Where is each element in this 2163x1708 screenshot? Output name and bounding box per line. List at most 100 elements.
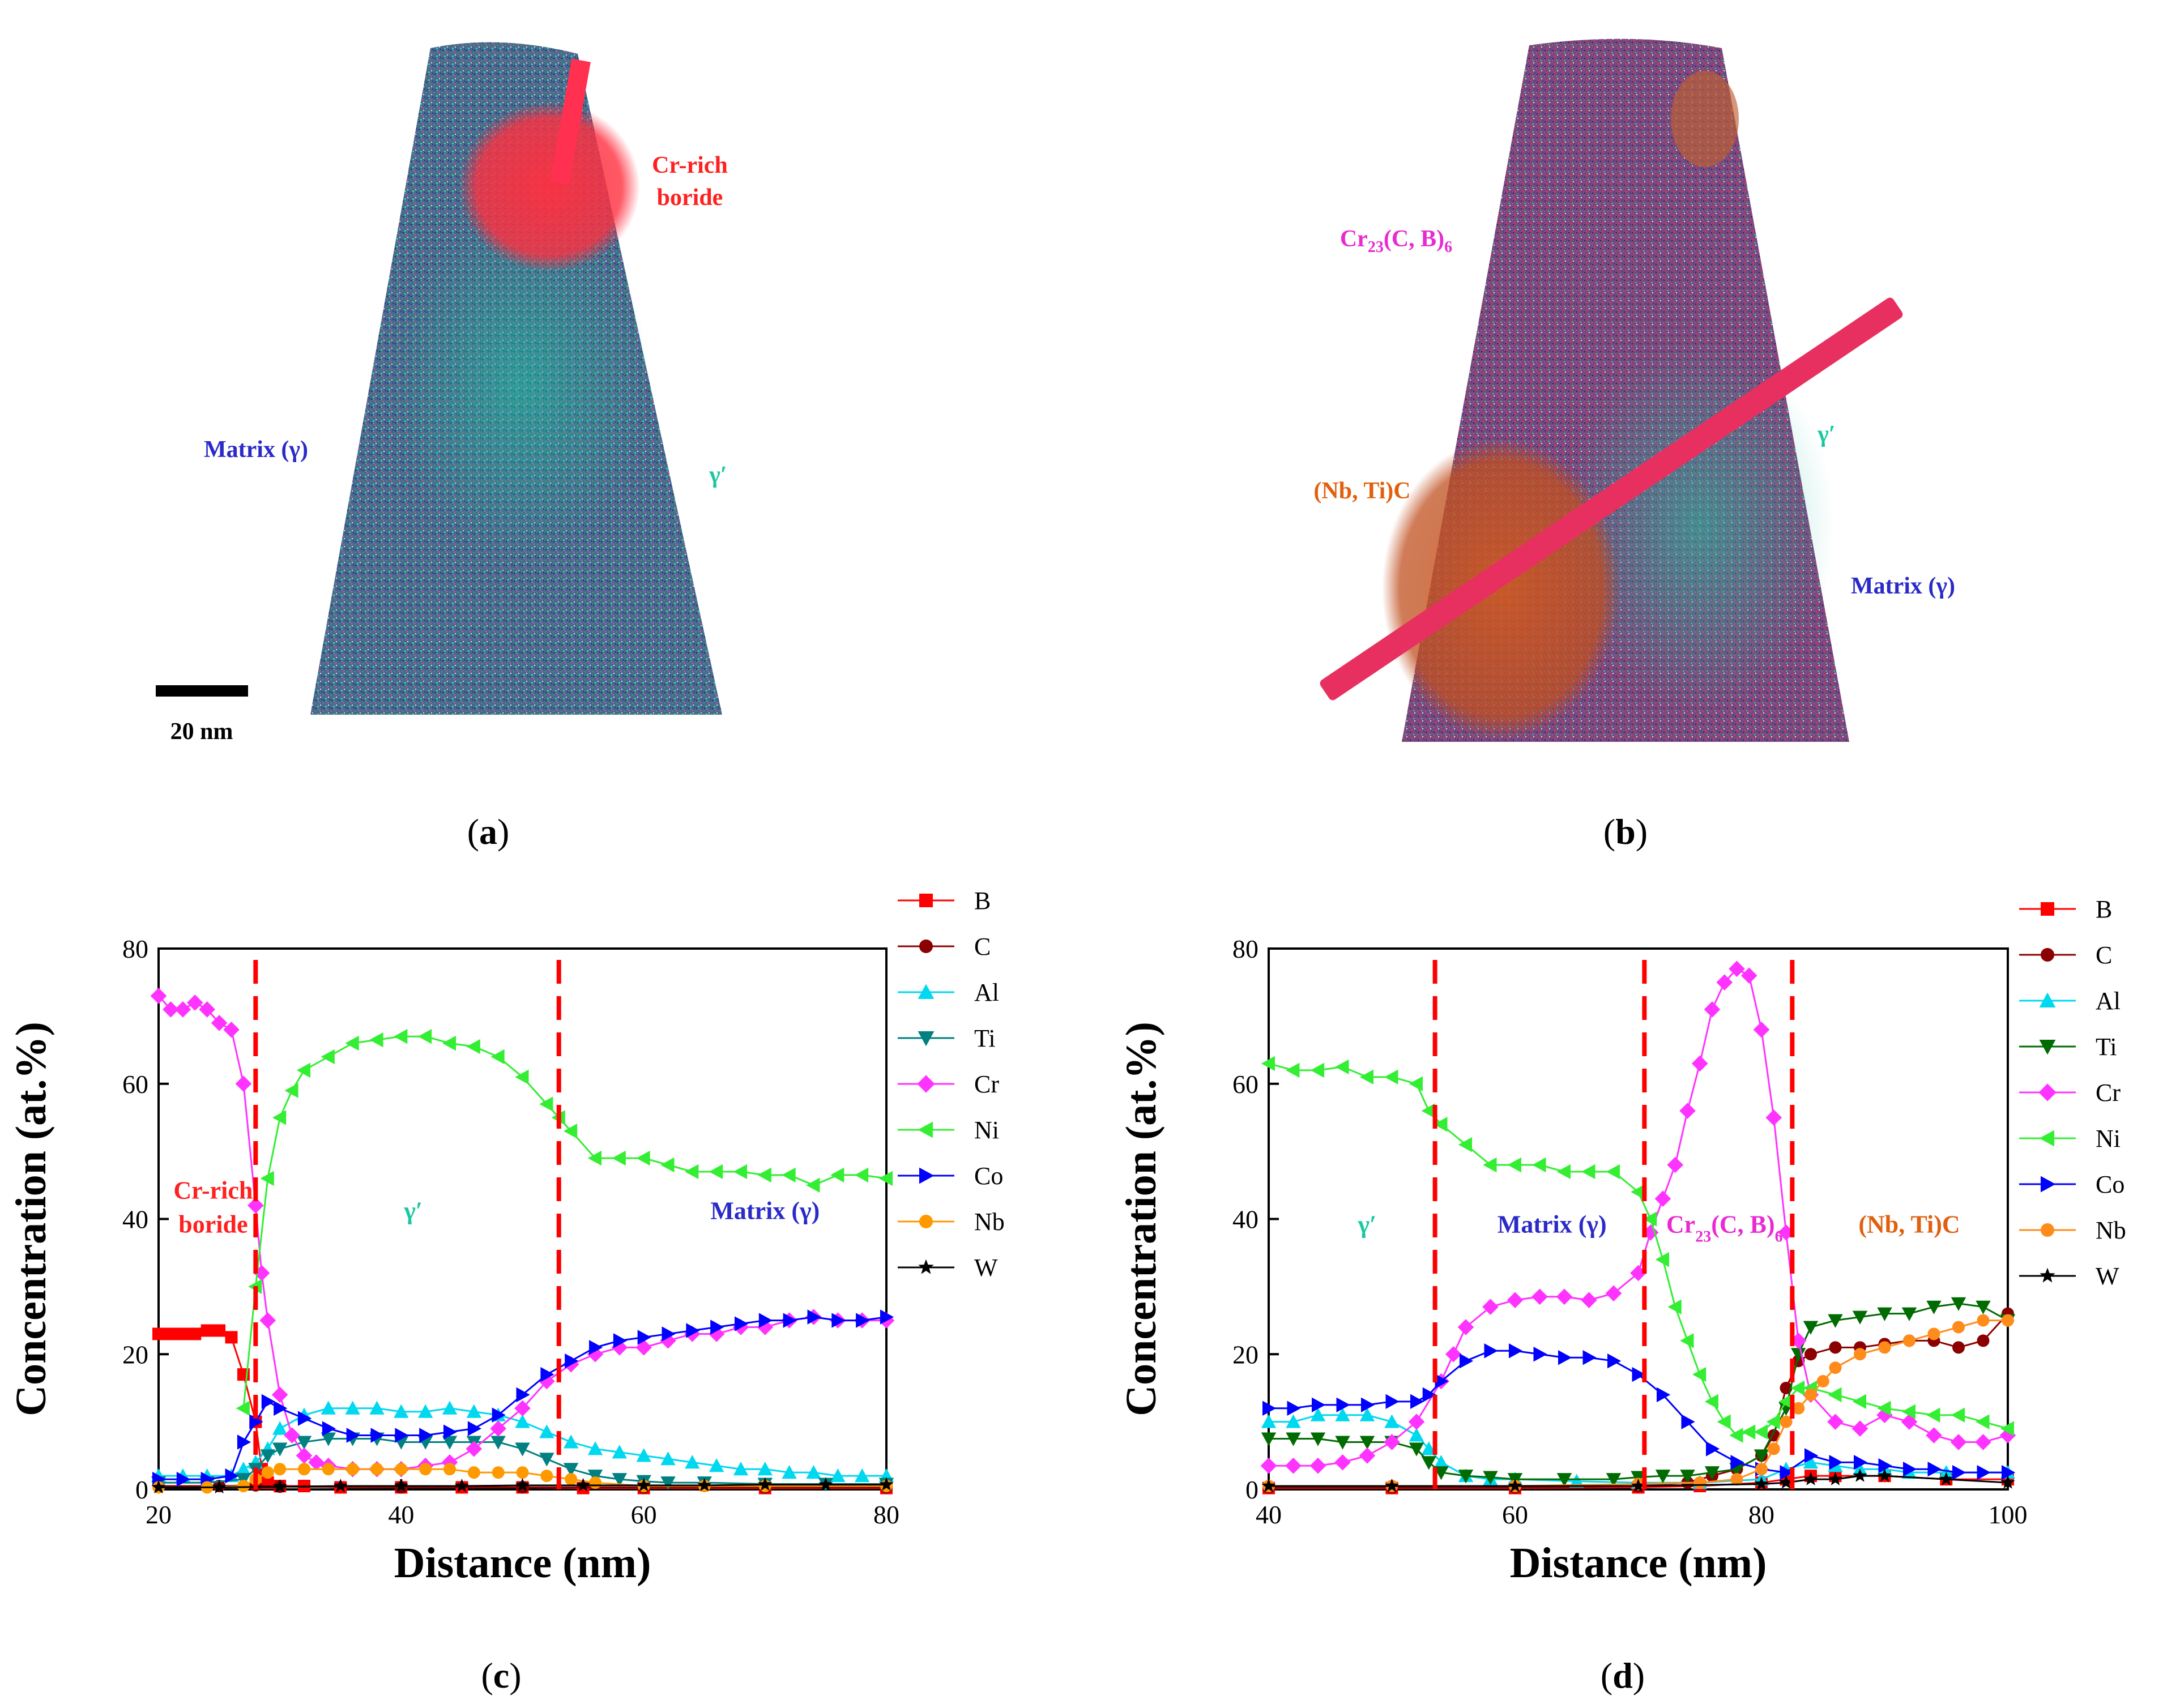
data-point-ti [1951,1297,1966,1311]
legend-item-ni: Ni [2019,1125,2121,1152]
data-point-w [1939,1471,1953,1485]
label-matrix-b: Matrix (γ) [1851,573,1955,599]
y-axis-title: Concentration (at.%) [1117,1022,1165,1416]
data-point-al [369,1400,385,1415]
data-point-ti [442,1436,458,1450]
data-point-ni [757,1167,771,1183]
data-point-co [1804,1448,1819,1463]
legend-label: C [974,933,991,960]
data-point-ti [1926,1300,1942,1314]
data-point-ni [1643,1211,1657,1227]
data-point-b [200,1324,214,1337]
legend-marker [2041,948,2054,962]
data-point-ni [1791,1380,1805,1396]
data-point-co [735,1316,749,1331]
data-point-cr [1667,1156,1684,1173]
data-point-co [1706,1441,1720,1457]
data-point-al [345,1400,360,1415]
panel-label-c: (c) [481,1655,521,1696]
carbide-precipitate [1382,439,1620,739]
series-line-ti [1269,1303,2008,1480]
data-point-ni [369,1032,383,1048]
data-point-ni [296,1062,310,1078]
data-point-al [587,1441,603,1455]
data-point-co [176,1471,191,1487]
series-line-ni [1268,1062,2008,1437]
legend-marker [919,940,933,953]
selection-cylinder-a [550,58,591,185]
data-point-co [637,1330,651,1345]
data-point-w [1384,1478,1400,1492]
data-point-nb [1755,1463,1768,1476]
data-point-ni [490,1049,505,1065]
data-point-ni [1729,1428,1743,1443]
data-point-cr [308,1454,325,1471]
data-point-nb [1878,1341,1891,1354]
data-point-cr [1531,1288,1548,1305]
legend-item-cr: Cr [898,1070,999,1098]
y-tick-label: 40 [1232,1205,1258,1234]
data-point-ni [260,1171,274,1186]
data-point-ni [709,1164,723,1180]
data-point-ni [1951,1407,1965,1423]
data-point-ni [1754,1424,1768,1440]
data-point-al [782,1464,797,1479]
data-point-w [576,1478,591,1492]
data-point-b [189,1327,202,1340]
series-cr [150,988,895,1478]
data-point-ni [1778,1394,1793,1410]
data-point-co [1632,1367,1646,1382]
data-point-ti [1877,1307,1892,1321]
data-point-al [417,1404,433,1418]
data-point-ni [830,1167,844,1183]
legend-item-c: C [898,933,991,960]
data-point-ti [1434,1466,1449,1480]
legend-marker [918,1259,934,1274]
data-point-co [1336,1397,1350,1412]
data-point-ni [284,1083,298,1098]
data-point-ni [466,1039,480,1054]
data-point-nb [1804,1388,1817,1401]
data-point-nb [419,1463,432,1476]
data-point-ti [1458,1470,1474,1484]
panel-label-d: (d) [1601,1655,1645,1696]
data-point-ni [1458,1137,1472,1152]
data-point-ni [1852,1394,1866,1410]
data-point-w [1261,1478,1276,1492]
data-point-ti [515,1442,530,1457]
data-point-cr [1950,1434,1967,1450]
data-point-co [225,1468,239,1484]
region-label: boride [178,1210,248,1238]
legend-item-co: Co [898,1162,1003,1190]
legend-item-b: B [2019,895,2112,923]
data-point-al [854,1468,870,1483]
region-label: (Nb, Ti)C [1858,1210,1960,1238]
data-point-cr [1334,1454,1351,1471]
legend-marker [918,1121,933,1138]
data-point-w [272,1479,287,1493]
data-point-cr [1753,1021,1770,1038]
data-point-ni [2000,1421,2014,1436]
data-point-co [419,1428,433,1443]
data-point-al [272,1421,288,1435]
legend-label: Ti [974,1024,996,1052]
data-point-w [212,1480,227,1494]
data-point-cr [490,1420,506,1437]
data-point-cr [174,1001,191,1018]
legend-label: Ni [2096,1125,2121,1152]
data-point-b [164,1327,177,1340]
y-tick-label: 40 [122,1205,148,1234]
data-point-ni [1667,1299,1682,1314]
data-point-co [1927,1461,1942,1477]
data-point-nb [1792,1402,1805,1415]
series-line-c [1269,1313,2009,1488]
data-point-ni [854,1167,869,1183]
data-point-co [492,1407,506,1423]
data-point-ni [612,1150,626,1166]
data-point-ni [1409,1076,1423,1091]
data-point-cr [1740,967,1757,984]
y-tick-label: 20 [1232,1340,1258,1369]
data-point-ti [1286,1432,1301,1446]
data-point-cr [1445,1346,1462,1363]
